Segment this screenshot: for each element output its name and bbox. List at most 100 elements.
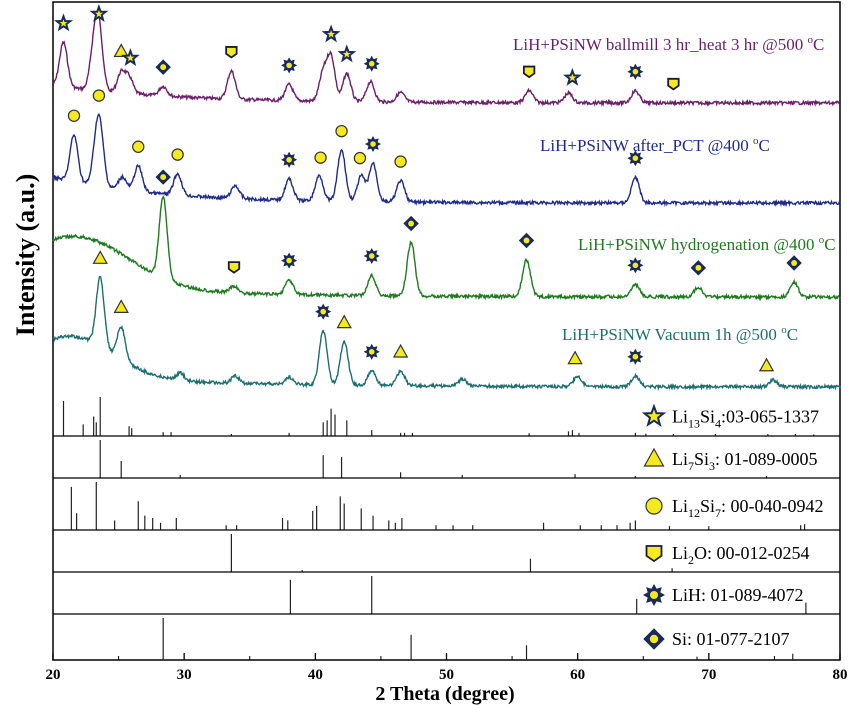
ref-panel-label-part: :03-065-1337 [721, 407, 819, 427]
ref-panel-label-part: 3 [709, 459, 715, 473]
ref-panel-label-part: Li [672, 407, 688, 427]
li2o-marker-icon [225, 46, 238, 59]
x-tick-label: 70 [701, 667, 716, 683]
x-axis: 20 30 40 50 60 70 80 [46, 653, 848, 683]
si-marker-icon [155, 169, 171, 185]
ref-panel-li13si4: Li13Si4:03-065-1337 [62, 397, 819, 436]
lih-marker-icon [281, 252, 298, 269]
ref-panel-label-part: : 00-040-0942 [721, 496, 824, 516]
series-label-degree: o [781, 324, 787, 336]
x-tick-label: 40 [308, 667, 323, 683]
li7si3-marker-icon [567, 350, 583, 365]
ref-panel-label-part: Li [672, 496, 688, 516]
li13si4-marker-icon [337, 44, 357, 63]
x-tick-label: 50 [439, 667, 454, 683]
legend-shield-icon [645, 545, 663, 563]
xrd-trace-4 [52, 275, 841, 391]
phase-markers [54, 4, 802, 372]
li12si7-marker-icon [314, 151, 327, 164]
si-marker-icon [155, 59, 171, 75]
li12si7-marker-icon [394, 155, 407, 168]
ref-panel-label: Si: 01-077-2107 [672, 629, 790, 649]
series-label-main: LiH+PSiNW hydrogenation @400 [578, 235, 819, 254]
lih-marker-icon [627, 348, 644, 365]
series-label-degree: o [808, 34, 814, 46]
si-marker-icon [518, 232, 535, 249]
legend-circle-icon [645, 497, 663, 515]
series-labels: LiH+PSiNW ballmill 3 hr_heat 3 hr @500 o… [513, 34, 836, 344]
ref-panel-label: Li7Si3: 01-089-0005 [672, 449, 818, 473]
series-label: LiH+PSiNW Vacuum 1h @500 oC [562, 324, 798, 344]
li7si3-marker-icon [113, 43, 129, 58]
ref-panel-label-part: Li [672, 543, 688, 563]
si-marker-icon [786, 255, 802, 271]
ref-panel-label-part: 2 [688, 553, 694, 567]
li7si3-marker-icon [113, 299, 129, 313]
x-tick-label: 60 [570, 667, 585, 683]
li13si4-marker-icon [120, 48, 140, 67]
li2o-marker-icon [522, 65, 536, 79]
ref-panel-label-part: Si [694, 449, 709, 469]
series-label-unit: C [759, 136, 770, 155]
si-marker-icon [690, 260, 707, 276]
li13si4-marker-icon [321, 24, 341, 43]
legend-sunburst-icon [642, 583, 666, 607]
ref-panel-label-part: Li [672, 449, 688, 469]
ref-panel-li2o: Li2O: 00-012-0254 [53, 529, 840, 572]
li7si3-marker-icon [758, 357, 775, 372]
ref-panel-label-part: LiH: 01-089-4072 [672, 585, 803, 605]
ref-panel-label: Li13Si4:03-065-1337 [672, 407, 819, 431]
li7si3-marker-icon [392, 343, 409, 358]
lih-marker-icon [315, 303, 332, 320]
series-label-main: LiH+PSiNW ballmill 3 hr_heat 3 hr @500 [513, 35, 808, 54]
li2o-marker-icon [667, 77, 680, 91]
lih-marker-icon [364, 135, 382, 153]
x-axis-label: 2 Theta (degree) [375, 683, 514, 705]
legend-triangle-icon [643, 447, 665, 467]
lih-marker-icon [363, 55, 380, 72]
series-label-unit: C [813, 35, 824, 54]
ref-panel-label-part: Si [700, 496, 715, 516]
lih-marker-icon [281, 151, 298, 168]
li7si3-marker-icon [336, 314, 352, 329]
li12si7-marker-icon [353, 151, 367, 165]
ref-panel-label: Li12Si7: 00-040-0942 [672, 496, 824, 520]
series-label-degree: o [753, 135, 759, 147]
li13si4-marker-icon [563, 67, 582, 86]
ref-panel-label-part: O: 00-012-0254 [694, 543, 810, 563]
lih-marker-icon [363, 247, 380, 265]
lih-marker-icon [363, 343, 380, 360]
series-label-main: LiH+PSiNW Vacuum 1h @500 [562, 325, 781, 344]
li12si7-marker-icon [132, 140, 145, 153]
li12si7-marker-icon [335, 124, 348, 138]
lih-marker-icon [627, 150, 644, 167]
li13si4-marker-icon [89, 4, 109, 23]
xrd-trace-1 [52, 10, 841, 108]
series-label-main: LiH+PSiNW after_PCT @400 [540, 136, 753, 155]
y-axis-label: Intensity (a.u.) [11, 174, 40, 337]
ref-panel-label-part: 12 [688, 506, 700, 520]
li12si7-marker-icon [92, 89, 106, 102]
li2o-marker-icon [227, 261, 241, 274]
legend-star-icon [641, 403, 667, 427]
series-label: LiH+PSiNW ballmill 3 hr_heat 3 hr @500 o… [513, 34, 824, 54]
si-marker-icon [403, 215, 419, 232]
x-tick-label: 80 [833, 667, 848, 683]
ref-panel-label-part: 7 [688, 459, 694, 473]
series-label: LiH+PSiNW hydrogenation @400 oC [578, 234, 836, 254]
ref-panel-label-part: 7 [715, 506, 721, 520]
x-tick-label: 30 [177, 667, 192, 683]
li7si3-marker-icon [92, 250, 108, 264]
series-label: LiH+PSiNW after_PCT @400 oC [540, 135, 770, 155]
ref-panel-li7si3: Li7Si3: 01-089-0005 [53, 435, 840, 478]
ref-panel-label-part: Si: 01-077-2107 [672, 629, 790, 649]
ref-panel-label-part: : 01-089-0005 [715, 449, 818, 469]
ref-panel-label-part: Si [700, 407, 715, 427]
ref-panel-li12si7: Li12Si7: 00-040-0942 [53, 477, 840, 530]
li12si7-marker-icon [171, 148, 184, 161]
li13si4-marker-icon [54, 13, 73, 32]
series-label-unit: C [824, 235, 835, 254]
lih-marker-icon [281, 57, 298, 74]
